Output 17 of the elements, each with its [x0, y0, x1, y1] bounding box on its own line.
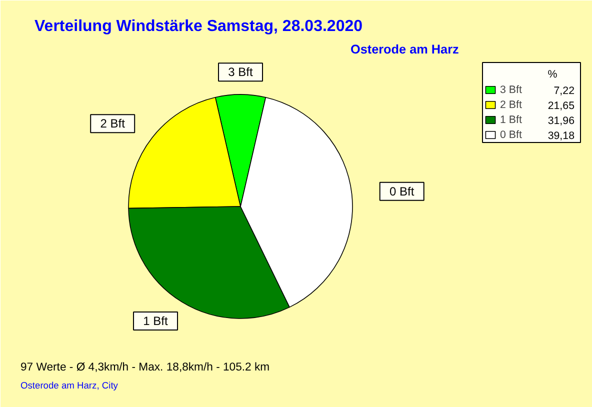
legend-label: 1 Bft	[500, 112, 522, 127]
slice-label: 2 Bft	[100, 116, 126, 131]
legend-label: 2 Bft	[500, 98, 522, 112]
slice-label: 0 Bft	[390, 184, 415, 198]
data-label: 39,18	[548, 130, 575, 142]
legend-label: 0 Bft	[500, 128, 522, 142]
text: 97 Werte - Ø 4,3km/h - Max. 18,8km/h - 105.2 km	[20, 362, 270, 374]
slice-label: 1 Bft	[143, 314, 169, 328]
data-label: 21,65	[548, 100, 575, 112]
slice-label: 3 Bft	[228, 65, 254, 80]
legend-label: 3 Bft	[500, 82, 522, 97]
legend-title: %	[548, 68, 558, 80]
chart-subtitle: Osterode am Harz	[350, 42, 459, 56]
data-label: 31,96	[548, 115, 575, 127]
chart-title: Verteilung Windstärke Samstag, 28.03.2020	[34, 18, 363, 35]
data-label: 7,22	[554, 85, 575, 97]
text: Osterode am Harz, City	[20, 380, 118, 390]
